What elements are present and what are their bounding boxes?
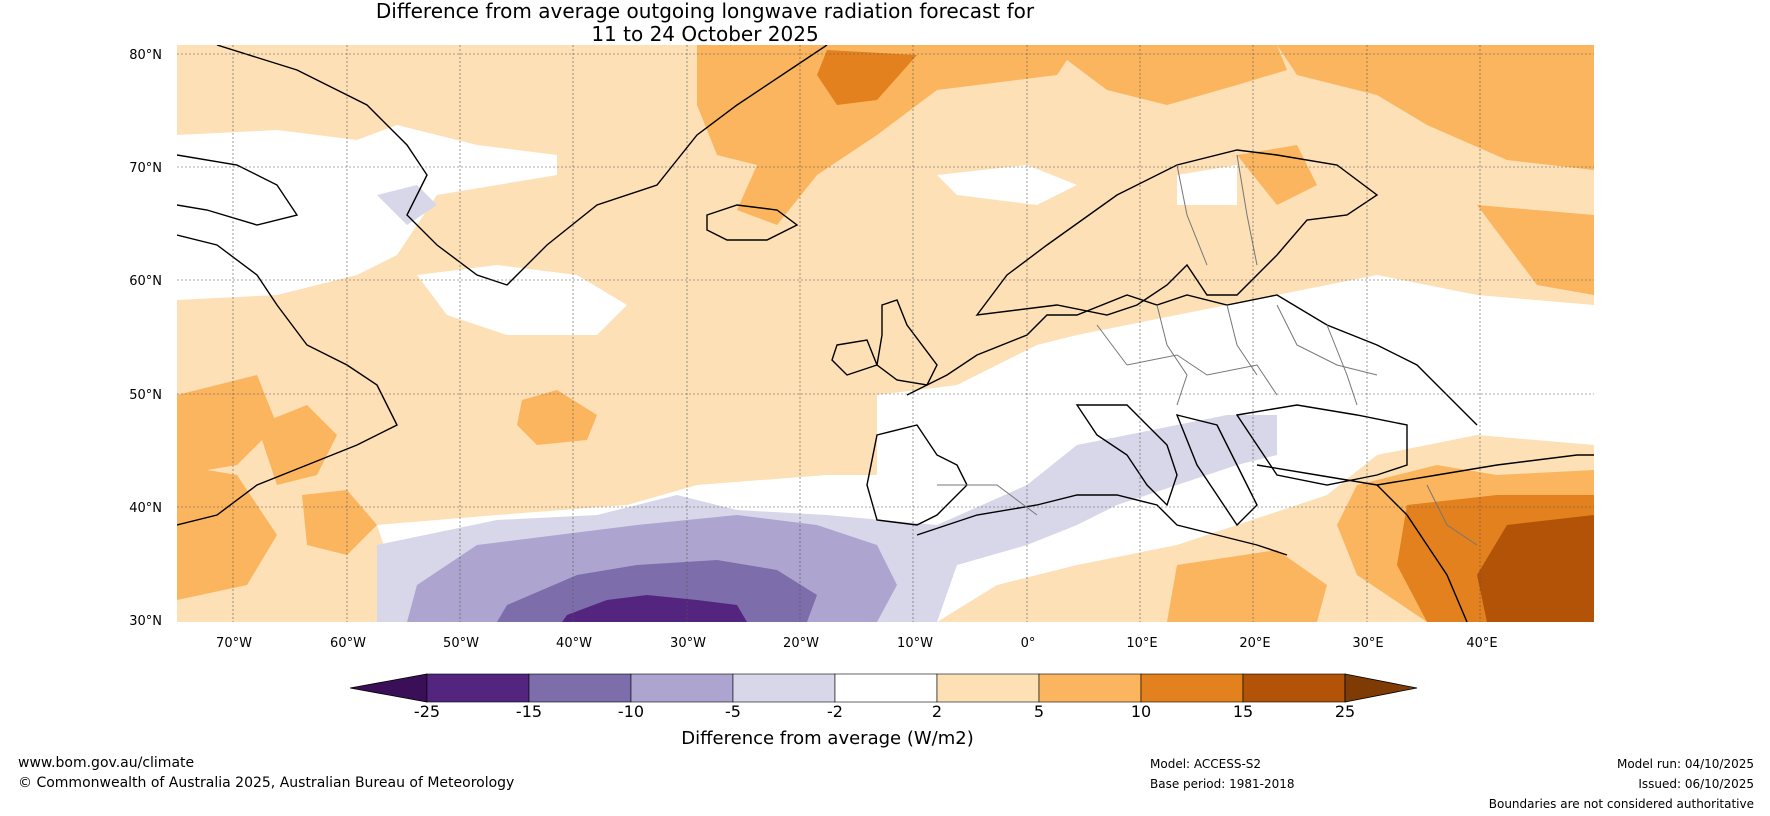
lat-label-40n: 40°N [129,501,162,516]
base-period-text: Base period: 1981-2018 [1150,777,1295,791]
colorbar-swatch [1038,673,1142,703]
lon-label-10e: 10°E [1126,636,1158,651]
lon-label-40e: 40°E [1466,636,1498,651]
chart-title: Difference from average outgoing longwav… [0,0,1410,46]
title-line-1: Difference from average outgoing longwav… [375,0,1035,23]
lon-label-40w: 40°W [556,636,592,651]
colorbar-tick-label: -10 [617,702,645,721]
model-text: Model: ACCESS-S2 [1150,757,1262,771]
website-text: www.bom.gov.au/climate [18,755,195,771]
lat-label-50n: 50°N [129,388,162,403]
colorbar-label: Difference from average (W/m2) [0,728,1770,750]
colorbar-tick-label: -5 [725,702,741,721]
colorbar-swatch [834,673,938,703]
lon-label-20w: 20°W [783,636,819,651]
model-run-text: Model run: 04/10/2025 [1616,757,1754,771]
boundaries-note: Boundaries are not considered authoritat… [1488,797,1754,811]
lon-label-60w: 60°W [330,636,366,651]
colorbar-swatch [732,673,836,703]
lon-label-50w: 50°W [443,636,479,651]
map-panel [177,45,1594,622]
colorbar-swatch [1140,673,1244,703]
colorbar-extend-high [1344,673,1418,703]
lon-label-30w: 30°W [670,636,706,651]
anomaly-map [177,45,1594,622]
lat-label-60n: 60°N [129,274,162,289]
lon-label-30e: 30°E [1352,636,1384,651]
colorbar-tick-label: 25 [1334,702,1356,721]
colorbar-tick-label: 10 [1130,702,1152,721]
issued-text: Issued: 06/10/2025 [1638,777,1754,791]
colorbar-swatch [1242,673,1346,703]
lon-label-20e: 20°E [1239,636,1271,651]
colorbar [350,673,1418,703]
colorbar-swatch [936,673,1040,703]
title-line-2: 11 to 24 October 2025 [591,22,819,46]
copyright-text: © Commonwealth of Australia 2025, Austra… [18,775,515,791]
country-borders [937,154,1478,546]
anomaly-neg15-neg25-regions [562,595,747,622]
lon-label-0: 0° [1020,636,1036,651]
colorbar-swatch [528,673,632,703]
colorbar-extend-low [350,673,428,703]
lon-label-70w: 70°W [216,636,252,651]
graticule [177,45,1594,622]
lon-label-10w: 10°W [897,636,933,651]
colorbar-label-text: Difference from average (W/m2) [681,728,974,749]
anomaly-15-25-regions [1477,515,1594,622]
colorbar-tick-label: -15 [515,702,543,721]
lat-label-70n: 70°N [129,161,162,176]
lat-label-80n: 80°N [129,48,162,63]
colorbar-tick-label: 15 [1232,702,1254,721]
colorbar-tick-label: 5 [1033,702,1045,721]
colorbar-swatch [426,673,530,703]
colorbar-swatch [630,673,734,703]
lat-label-30n: 30°N [129,614,162,629]
colorbar-tick-label: -25 [413,702,441,721]
coastlines [177,45,1594,622]
colorbar-tick-label: 2 [931,702,943,721]
colorbar-tick-label: -2 [827,702,843,721]
